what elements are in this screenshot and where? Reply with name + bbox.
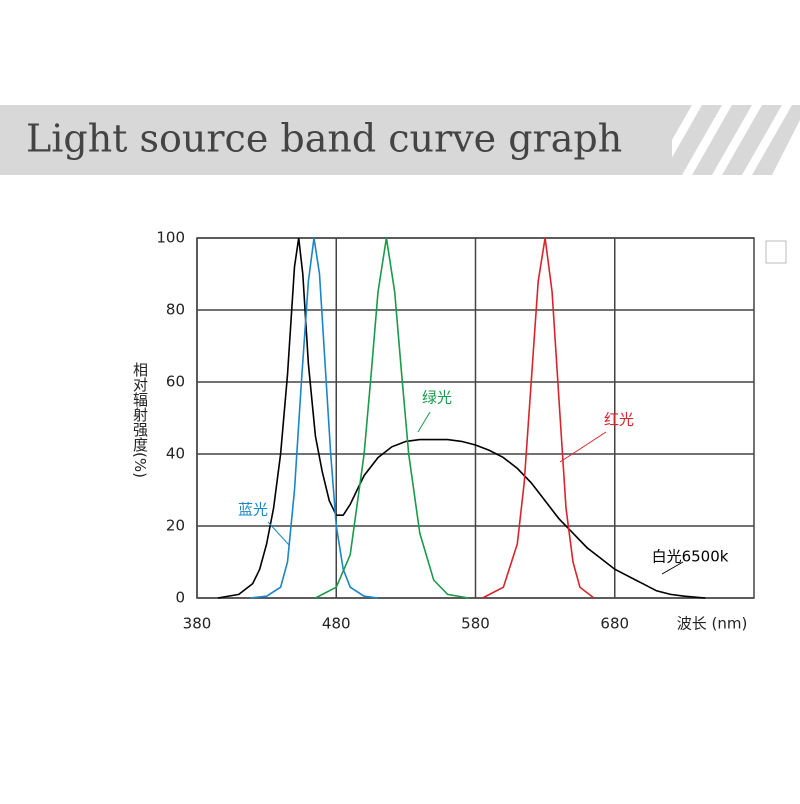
series-line xyxy=(482,237,595,599)
series-label: 蓝光 xyxy=(238,501,268,519)
chart-title: Light source band curve graph xyxy=(26,117,622,161)
y-tick-label: 40 xyxy=(166,445,185,463)
banner-stripes xyxy=(632,105,800,175)
icon xyxy=(765,240,787,264)
x-tick-label: 480 xyxy=(322,615,351,633)
y-tick-label: 100 xyxy=(156,229,185,247)
series-line xyxy=(217,237,706,599)
y-axis-label: 相对辐射强度(%) xyxy=(131,362,149,478)
label-leader xyxy=(417,411,431,433)
y-tick-label: 0 xyxy=(175,589,185,607)
label-leader xyxy=(559,431,607,463)
x-axis-label: 波长 (nm) xyxy=(677,615,748,633)
series-label: 红光 xyxy=(604,411,634,429)
label-leader xyxy=(267,521,290,546)
y-tick-label: 20 xyxy=(166,517,185,535)
x-tick-label: 680 xyxy=(600,615,629,633)
label-leader xyxy=(661,561,684,575)
title-banner xyxy=(0,105,672,175)
x-tick-label: 380 xyxy=(183,615,212,633)
y-tick-label: 60 xyxy=(166,373,185,391)
series-line xyxy=(249,237,379,599)
y-tick-label: 80 xyxy=(166,301,185,319)
series-line xyxy=(315,237,469,599)
series-label: 白光6500k xyxy=(652,548,729,566)
x-tick-label: 580 xyxy=(461,615,490,633)
series-label: 绿光 xyxy=(422,389,452,407)
